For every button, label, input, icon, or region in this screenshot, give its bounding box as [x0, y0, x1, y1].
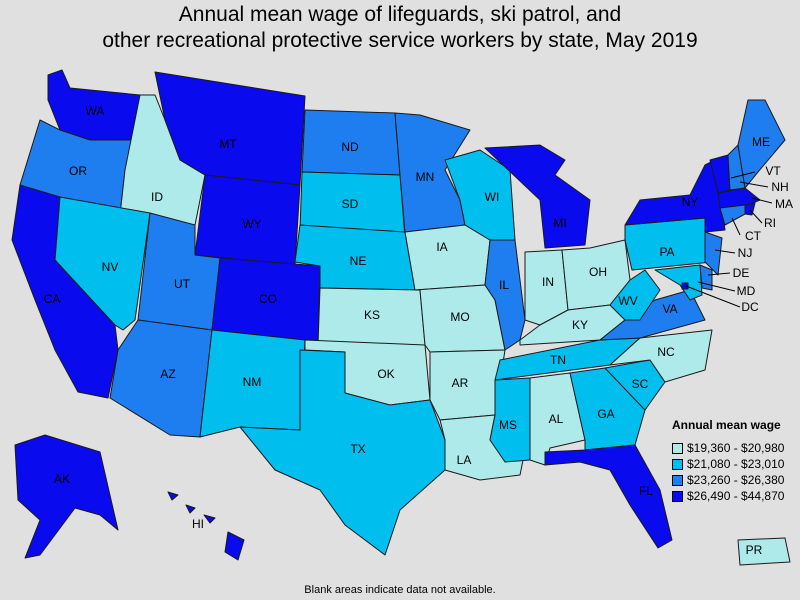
- label-ny: NY: [682, 195, 699, 209]
- state-pa: [624, 217, 713, 271]
- label-vt: VT: [765, 164, 781, 178]
- label-ky: KY: [572, 318, 588, 332]
- label-id: ID: [151, 190, 163, 204]
- label-az: AZ: [160, 367, 175, 381]
- label-ma: MA: [775, 197, 793, 211]
- legend-label-2: $21,080 - $23,010: [687, 457, 785, 471]
- label-nm: NM: [243, 375, 262, 389]
- label-ar: AR: [452, 376, 469, 390]
- label-ak: AK: [54, 472, 70, 486]
- label-ga: GA: [597, 407, 614, 421]
- legend-title: Annual mean wage: [672, 418, 781, 432]
- legend-label-4: $26,490 - $44,870: [687, 489, 785, 503]
- label-tn: TN: [550, 353, 566, 367]
- label-va: VA: [662, 302, 677, 316]
- label-in: IN: [542, 275, 554, 289]
- label-ca: CA: [44, 292, 61, 306]
- state-pr: [737, 537, 791, 566]
- label-pr: PR: [746, 543, 763, 557]
- leader-lines: [685, 171, 773, 308]
- legend-swatch-2: [672, 458, 683, 470]
- state-labels: WA OR CA ID NV MT WY UT AZ CO NM ND SD N…: [44, 104, 793, 557]
- label-sc: SC: [632, 377, 649, 391]
- legend-label-1: $19,360 - $20,980: [687, 441, 785, 455]
- label-wv: WV: [618, 294, 637, 308]
- legend-item-4: $26,490 - $44,870: [672, 488, 798, 504]
- state-shapes: [11, 69, 791, 566]
- legend-swatch-4: [672, 490, 683, 502]
- footnote: Blank areas indicate data not available.: [304, 584, 496, 596]
- map-title: Annual mean wage of lifeguards, ski patr…: [0, 2, 800, 54]
- legend-item-1: $19,360 - $20,980: [672, 440, 798, 456]
- legend-swatch-1: [672, 442, 683, 454]
- label-il: IL: [499, 278, 509, 292]
- state-ak: [14, 434, 119, 559]
- label-ks: KS: [364, 308, 380, 322]
- label-mt: MT: [219, 137, 237, 151]
- state-wv: [609, 269, 661, 321]
- legend-item-3: $23,260 - $26,380: [672, 472, 798, 488]
- label-wy: WY: [242, 217, 261, 231]
- state-tx: [239, 349, 446, 556]
- label-de: DE: [733, 266, 750, 280]
- state-ia: [404, 224, 491, 291]
- label-al: AL: [549, 412, 564, 426]
- state-nj: [704, 231, 723, 276]
- legend-label-3: $23,260 - $26,380: [687, 473, 785, 487]
- label-ia: IA: [436, 240, 447, 254]
- legend: Annual mean wage $19,360 - $20,980 $21,0…: [672, 418, 798, 504]
- label-dc: DC: [741, 300, 759, 314]
- state-dc: [681, 282, 689, 290]
- label-nh: NH: [771, 180, 788, 194]
- legend-swatch-3: [672, 474, 683, 486]
- label-tx: TX: [350, 442, 365, 456]
- label-ok: OK: [377, 367, 394, 381]
- title-line-1: Annual mean wage of lifeguards, ski patr…: [178, 3, 622, 26]
- label-sd: SD: [342, 197, 359, 211]
- label-mn: MN: [416, 170, 435, 184]
- label-ct: CT: [745, 229, 762, 243]
- label-wi: WI: [485, 190, 500, 204]
- state-ct: [719, 204, 746, 226]
- label-wa: WA: [86, 104, 105, 118]
- state-md: [654, 264, 703, 301]
- label-nd: ND: [341, 140, 359, 154]
- state-il: [484, 239, 526, 351]
- state-ny: [624, 159, 726, 233]
- label-la: LA: [457, 453, 472, 467]
- label-mo: MO: [450, 310, 469, 324]
- label-or: OR: [69, 164, 87, 178]
- label-nj: NJ: [738, 246, 753, 260]
- title-line-2: other recreational protective service wo…: [102, 29, 698, 52]
- label-ne: NE: [350, 254, 367, 268]
- label-ut: UT: [174, 277, 191, 291]
- label-nc: NC: [657, 345, 675, 359]
- label-me: ME: [752, 135, 770, 149]
- label-ri: RI: [764, 216, 776, 230]
- legend-item-2: $21,080 - $23,010: [672, 456, 798, 472]
- label-mi: MI: [553, 216, 566, 230]
- label-co: CO: [259, 292, 277, 306]
- label-hi: HI: [192, 517, 204, 531]
- label-ms: MS: [499, 418, 517, 432]
- label-pa: PA: [659, 245, 674, 259]
- label-md: MD: [737, 284, 756, 298]
- state-mi: [484, 144, 591, 249]
- label-fl: FL: [639, 484, 653, 498]
- state-fl: [544, 444, 673, 549]
- label-oh: OH: [589, 265, 607, 279]
- state-hi: [167, 491, 245, 561]
- label-nv: NV: [102, 260, 119, 274]
- state-ma: [717, 187, 761, 209]
